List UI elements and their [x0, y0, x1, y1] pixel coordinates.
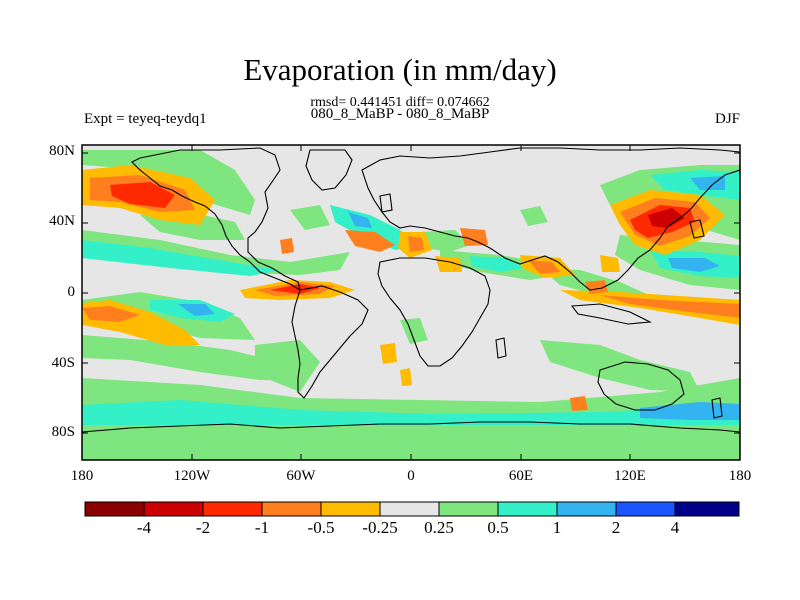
colorbar-box: [674, 501, 740, 517]
colorbar-label: 4: [670, 518, 680, 537]
field-negative: [570, 396, 588, 411]
colorbar-box: [320, 501, 381, 517]
field-negative: [345, 230, 395, 252]
coastline-uk: [379, 193, 393, 213]
field-positive: [690, 176, 725, 190]
lon-label: 120E: [614, 468, 646, 484]
field-positive: [470, 256, 525, 272]
coastline-nz: [711, 397, 723, 419]
colorbar-label: 1: [552, 518, 562, 537]
coastline-indonesia: [570, 303, 652, 325]
field-positive: [520, 206, 548, 226]
field-negative: [585, 280, 608, 294]
field-positive: [82, 335, 300, 380]
field-negative: [528, 260, 560, 274]
field-negative: [560, 290, 740, 325]
lat-label: 80N: [49, 143, 75, 159]
colorbar-box: [497, 501, 558, 517]
field-negative: [110, 182, 175, 208]
field-negative: [648, 208, 685, 228]
field-positive: [420, 230, 470, 252]
field-positive: [290, 205, 330, 230]
field-positive: [255, 340, 320, 392]
colorbar-box: [84, 501, 145, 517]
lat-label: 0: [67, 284, 76, 300]
map-title: Evaporation (in mm/day): [243, 52, 557, 87]
lon-label: 60E: [508, 468, 534, 484]
field-positive: [348, 212, 372, 228]
field-negative: [600, 295, 740, 318]
lat-label: 80S: [51, 424, 75, 440]
lon-label: 180: [728, 468, 752, 484]
coastline-eurasia: [361, 147, 740, 291]
lon-ticks: [81, 145, 741, 460]
coastline-antarctica: [82, 421, 740, 460]
colorbar-box: [261, 501, 322, 517]
coastline-japan: [689, 219, 705, 239]
field-negative: [270, 284, 320, 294]
field-negative: [408, 236, 424, 252]
coastline-australia: [597, 361, 685, 411]
colorbar-label: 0.25: [424, 518, 454, 537]
coastline-north-america: [131, 147, 301, 292]
lon-label: 180: [70, 468, 94, 484]
colorbar: [84, 501, 740, 517]
experiment-label: Expt = teyeq-teydq1: [84, 111, 207, 127]
field-negative: [435, 256, 462, 272]
field-positive: [82, 292, 255, 340]
colorbar-box: [615, 501, 676, 517]
season-label: DJF: [714, 111, 740, 127]
lat-label: 40S: [51, 355, 75, 371]
field-negative: [280, 238, 294, 254]
field-negative: [460, 228, 488, 246]
stats-line: rmsd= 0.441451 diff= 0.074662: [310, 95, 490, 110]
coastline-greenland: [305, 149, 353, 191]
coastline-africa: [377, 257, 491, 367]
field-layer: [82, 150, 740, 460]
lat-ticks: [82, 152, 740, 434]
field-positive: [668, 258, 720, 272]
field-positive: [82, 400, 740, 425]
lon-label: 60W: [286, 468, 316, 484]
field-negative: [380, 343, 397, 364]
experiments-line: 080_8_MaBP - 080_8_MaBP: [310, 106, 490, 122]
colorbar-label: 2: [611, 518, 621, 537]
colorbar-label: -0.5: [307, 518, 335, 537]
field-positive: [82, 240, 280, 276]
colorbar-box: [379, 501, 440, 517]
coastlines: [82, 147, 740, 460]
field-positive: [178, 304, 215, 316]
field-negative: [400, 368, 412, 386]
field-negative: [600, 255, 620, 272]
colorbar-label: -0.25: [362, 518, 398, 537]
colorbar-box: [143, 501, 204, 517]
field-negative: [82, 306, 140, 322]
colorbar-label: -2: [195, 518, 211, 537]
lat-label: 40N: [49, 213, 75, 229]
colorbar-box: [202, 501, 263, 517]
coastline-madagascar: [495, 337, 507, 359]
lon-label: 0: [407, 468, 415, 484]
lon-label: 120W: [173, 468, 211, 484]
field-positive: [540, 340, 700, 392]
field-positive: [82, 230, 350, 275]
colorbar-label: -4: [136, 518, 152, 537]
coastline-south-america: [291, 285, 369, 399]
colorbar-label: 0.5: [487, 518, 509, 537]
colorbar-box: [556, 501, 617, 517]
colorbar-box: [438, 501, 499, 517]
colorbar-label: -1: [254, 518, 270, 537]
field-positive: [400, 318, 428, 344]
